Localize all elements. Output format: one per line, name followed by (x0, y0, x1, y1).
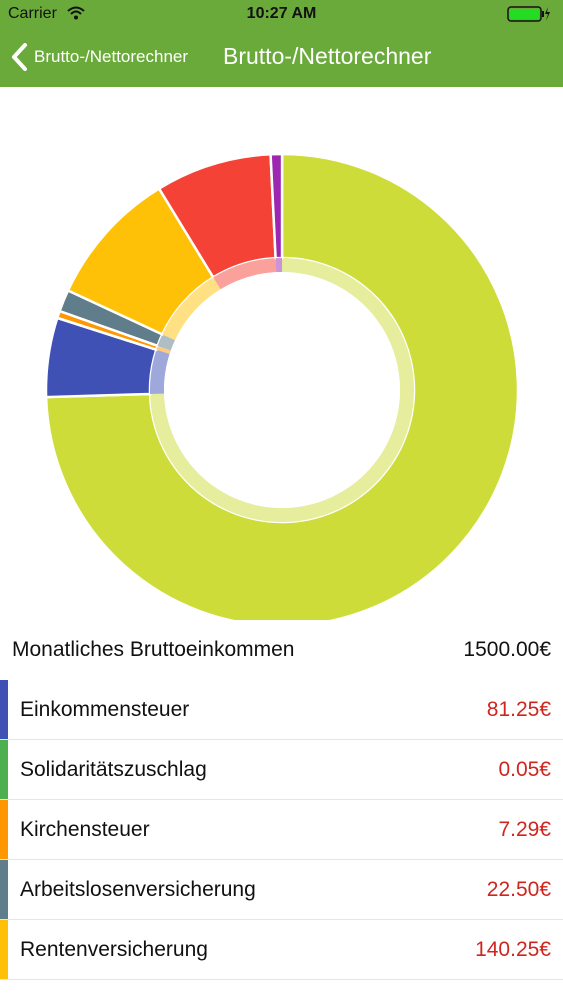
carrier-label: Carrier (8, 5, 57, 22)
list-item-kirchensteuer[interactable]: Kirchensteuer 7.29€ (0, 800, 563, 860)
donut-inner-ring-segment (156, 345, 171, 354)
wifi-icon (67, 6, 85, 20)
donut-chart-svg (44, 152, 520, 620)
list-item-value: 0.05€ (498, 757, 551, 781)
navigation-bar: Brutto-/Nettorechner Brutto-/Nettorechne… (0, 29, 563, 87)
list-item-color-bar (0, 860, 8, 919)
list-item-label: Kirchensteuer (20, 817, 150, 841)
list-item-label: Arbeitslosenversicherung (20, 877, 256, 901)
chevron-left-icon (12, 43, 27, 71)
list-item-label: Rentenversicherung (20, 937, 208, 961)
back-button[interactable]: Brutto-/Nettorechner (10, 39, 188, 75)
donut-hole (164, 272, 400, 508)
gross-income-label: Monatliches Bruttoeinkommen (12, 638, 295, 661)
list-item-value: 140.25€ (475, 937, 551, 961)
list-item-value: 22.50€ (486, 877, 551, 901)
donut-inner-ring-segment (275, 258, 283, 273)
list-item-arbeitslosenversicherung[interactable]: Arbeitslosenversicherung 22.50€ (0, 860, 563, 920)
list-item-label: Solidaritätszuschlag (20, 757, 207, 781)
battery-charging-icon (507, 6, 550, 22)
list-item-color-bar (0, 800, 8, 859)
gross-income-value: 1500.00€ (463, 638, 551, 661)
donut-inner-ring-segment (156, 349, 170, 354)
list-item-rentenversicherung[interactable]: Rentenversicherung 140.25€ (0, 920, 563, 980)
list-item-color-bar (0, 920, 8, 979)
list-item-color-bar (0, 680, 8, 739)
status-bar: Carrier 10:27 AM (0, 0, 563, 29)
gross-income-row: Monatliches Bruttoeinkommen 1500.00€ (0, 620, 563, 680)
list-item-solidaritaetszuschlag[interactable]: Solidaritätszuschlag 0.05€ (0, 740, 563, 800)
list-item-einkommensteuer[interactable]: Einkommensteuer 81.25€ (0, 680, 563, 740)
deduction-list: Einkommensteuer 81.25€ Solidaritätszusch… (0, 680, 563, 980)
page-title: Brutto-/Nettorechner (223, 43, 432, 69)
donut-inner-ring-segment (162, 277, 221, 341)
donut-inner-ring-segment (150, 349, 170, 394)
donut-inner-ring-segment (213, 258, 277, 290)
list-item-value: 81.25€ (486, 697, 551, 721)
back-button-label: Brutto-/Nettorechner (34, 47, 189, 66)
list-item-color-bar (0, 740, 8, 799)
list-item-value: 7.29€ (498, 817, 551, 841)
donut-chart (0, 87, 563, 620)
list-item-label: Einkommensteuer (20, 697, 190, 721)
donut-inner-ring-segment (157, 334, 176, 351)
status-time: 10:27 AM (246, 5, 317, 22)
